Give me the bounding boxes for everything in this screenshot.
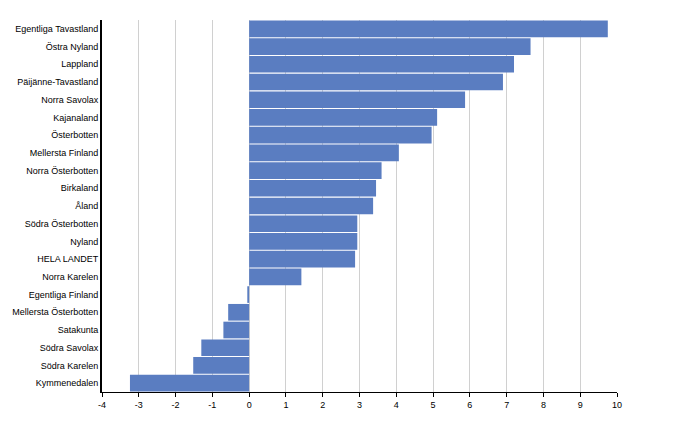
svg-text:7: 7	[504, 400, 509, 410]
svg-text:Södra Österbotten: Södra Österbotten	[25, 219, 99, 229]
svg-text:Päijänne-Tavastland: Päijänne-Tavastland	[17, 77, 98, 87]
svg-text:4: 4	[394, 400, 399, 410]
svg-text:Österbotten: Österbotten	[51, 130, 98, 140]
svg-text:Mellersta Österbotten: Mellersta Österbotten	[12, 307, 98, 317]
svg-text:2: 2	[320, 400, 325, 410]
svg-text:9: 9	[578, 400, 583, 410]
svg-text:6: 6	[467, 400, 472, 410]
svg-text:Östra Nyland: Östra Nyland	[46, 42, 99, 52]
svg-text:Åland: Åland	[75, 201, 98, 211]
svg-text:Norra Österbotten: Norra Österbotten	[26, 166, 98, 176]
svg-text:Kajanaland: Kajanaland	[53, 113, 98, 123]
svg-text:Norra Karelen: Norra Karelen	[42, 272, 98, 282]
svg-text:1: 1	[283, 400, 288, 410]
svg-text:Norra Savolax: Norra Savolax	[41, 95, 99, 105]
svg-text:Södra Savolax: Södra Savolax	[40, 343, 99, 353]
svg-text:Egentliga Tavastland: Egentliga Tavastland	[15, 24, 98, 34]
svg-text:Lappland: Lappland	[61, 59, 98, 69]
svg-text:-2: -2	[172, 400, 180, 410]
svg-text:8: 8	[541, 400, 546, 410]
svg-text:0: 0	[247, 400, 252, 410]
svg-text:Satakunta: Satakunta	[58, 325, 99, 335]
svg-text:3: 3	[357, 400, 362, 410]
svg-text:Mellersta Finland: Mellersta Finland	[30, 148, 99, 158]
svg-text:10: 10	[612, 400, 622, 410]
svg-text:Kymmenedalen: Kymmenedalen	[36, 378, 99, 388]
svg-text:5: 5	[431, 400, 436, 410]
svg-text:HELA LANDET: HELA LANDET	[37, 254, 99, 264]
svg-text:Södra Karelen: Södra Karelen	[41, 361, 99, 371]
svg-text:-1: -1	[208, 400, 216, 410]
svg-text:Egentliga Finland: Egentliga Finland	[29, 290, 99, 300]
svg-text:Birkaland: Birkaland	[61, 183, 99, 193]
svg-text:Nyland: Nyland	[70, 237, 98, 247]
svg-text:-3: -3	[135, 400, 143, 410]
svg-text:-4: -4	[98, 400, 106, 410]
